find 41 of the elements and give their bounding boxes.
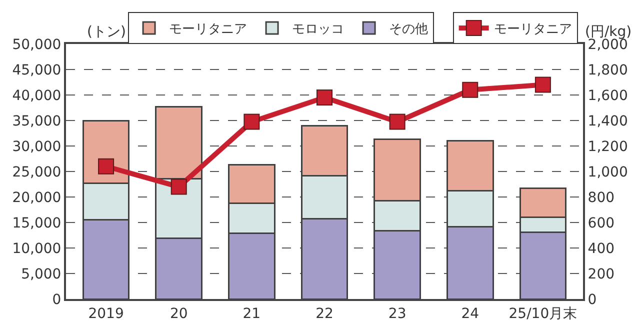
x-tick-label: 22 <box>316 306 334 322</box>
y2-tick-label: 1,800 <box>588 62 628 78</box>
y-axis-title: (トン) <box>87 24 126 40</box>
x-tick-label: 2019 <box>88 306 124 322</box>
y2-tick-label: 400 <box>588 240 615 257</box>
y2-tick-label: 1,000 <box>588 164 628 180</box>
x-tick-label: 25/10月末 <box>508 306 578 322</box>
y-tick-label: 45,000 <box>12 62 62 78</box>
y2-tick-label: 1,400 <box>588 113 628 130</box>
y2-tick-label: 1,600 <box>588 88 628 104</box>
y2-axis-title: (円/kg) <box>585 24 632 40</box>
y-tick-label: 20,000 <box>12 190 62 206</box>
legend-label: モロッコ <box>292 22 344 38</box>
point <box>244 114 260 130</box>
y-tick-label: 30,000 <box>12 138 62 155</box>
y2-tick-label: 0 <box>588 292 597 308</box>
x-tick-label: 21 <box>242 306 261 322</box>
point <box>462 82 478 98</box>
y2-tick-label: 1,200 <box>588 138 628 155</box>
point <box>534 76 551 93</box>
legend-label: その他 <box>389 22 428 38</box>
legend-label: モーリタニア <box>169 22 248 38</box>
y-tick-label: 35,000 <box>12 113 62 130</box>
point <box>389 114 406 130</box>
y-tick-label: 10,000 <box>12 240 62 257</box>
point <box>98 158 114 174</box>
y-tick-label: 0 <box>52 292 62 308</box>
x-tick-label: 23 <box>388 306 406 322</box>
x-tick-label: 20 <box>170 306 188 322</box>
y-tick-label: 25,000 <box>12 164 62 180</box>
x-tick-label: 24 <box>461 306 480 322</box>
point <box>170 178 187 195</box>
y2-tick-label: 800 <box>588 190 615 206</box>
y2-tick-label: 200 <box>588 266 615 282</box>
y-tick-label: 5,000 <box>21 266 62 282</box>
y2-tick-label: 600 <box>588 215 615 232</box>
y-tick-label: 40,000 <box>12 88 62 104</box>
y-tick-label: 15,000 <box>12 215 62 232</box>
y-tick-label: 50,000 <box>12 36 62 53</box>
legend-label: モーリタニア <box>494 22 572 38</box>
point <box>316 90 332 106</box>
